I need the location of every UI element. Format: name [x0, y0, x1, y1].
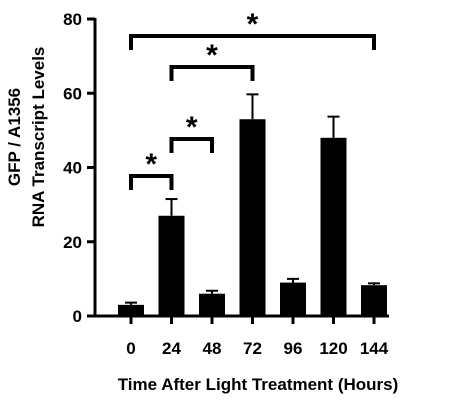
- y-tick-label: 80: [63, 10, 82, 29]
- x-axis-title: Time After Light Treatment (Hours): [118, 375, 399, 394]
- y-tick-label: 20: [63, 233, 82, 252]
- x-tick-label: 48: [203, 339, 222, 358]
- significance-star: *: [206, 39, 218, 72]
- significance-star: *: [186, 111, 198, 144]
- x-tick-label: 0: [126, 339, 135, 358]
- significance-star: *: [247, 8, 259, 41]
- y-axis-title: GFP / A1356 RNA Transcript Levels: [5, 47, 48, 228]
- bar-0: [118, 304, 144, 316]
- significance-bracket: [169, 137, 214, 153]
- y-axis-title-line1: GFP / A1356: [5, 88, 24, 186]
- significance-bracket: [129, 174, 174, 190]
- significance-brackets: * * * *: [129, 8, 376, 190]
- bar-24: [158, 215, 185, 316]
- y-tick-label: 0: [73, 307, 82, 326]
- y-axis-title-line2: RNA Transcript Levels: [29, 47, 48, 228]
- y-tick-label: 60: [63, 84, 82, 103]
- x-axis-ticks: 0 24 48 72 96 120 144: [126, 316, 389, 358]
- y-tick-label: 40: [63, 159, 82, 178]
- bar-96: [280, 282, 306, 316]
- significance-bracket: [169, 65, 255, 81]
- x-tick-label: 144: [360, 339, 389, 358]
- y-axis-ticks: 0 20 40 60 80: [63, 10, 95, 326]
- x-tick-label: 72: [243, 339, 262, 358]
- bar-144: [361, 285, 387, 316]
- bar-48: [199, 293, 225, 316]
- bar-72: [239, 119, 266, 316]
- bar-120: [320, 137, 347, 316]
- significance-bracket: [129, 34, 376, 50]
- bar-series: [118, 93, 387, 316]
- x-tick-label: 120: [319, 339, 347, 358]
- x-tick-label: 24: [162, 339, 181, 358]
- x-tick-label: 96: [284, 339, 303, 358]
- significance-star: *: [145, 148, 157, 181]
